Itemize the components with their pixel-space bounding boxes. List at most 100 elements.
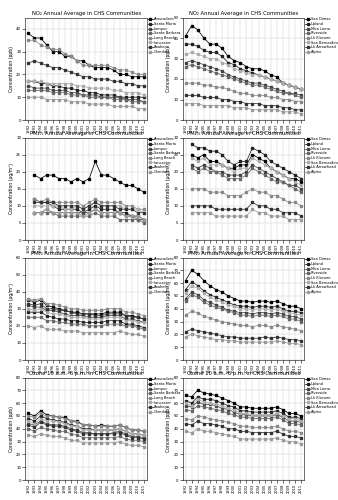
Glendora xyxy=(26,94,30,100)
Anaheim xyxy=(51,200,55,205)
Title: PM₂.₅ Annual Average in CHS Communities: PM₂.₅ Annual Average in CHS Communities xyxy=(30,132,143,136)
Santa Barbara xyxy=(39,424,43,430)
Lk Elsinore xyxy=(257,189,261,195)
Glendora xyxy=(93,101,97,107)
San Dimas xyxy=(220,162,224,168)
Long Beach xyxy=(118,67,122,73)
Alpine xyxy=(263,210,267,216)
Upland xyxy=(293,308,297,314)
Santa Barbara xyxy=(136,216,140,222)
San Bernardino xyxy=(226,302,230,308)
Lk Elsinore xyxy=(299,98,303,104)
Alpine xyxy=(238,339,242,345)
Santa Maria xyxy=(136,431,140,437)
San Bernardino xyxy=(293,311,297,317)
Long Beach xyxy=(45,413,49,419)
Alpine xyxy=(214,336,218,342)
Long Beach xyxy=(51,200,55,205)
Anaheim xyxy=(136,434,140,440)
Mira Loma xyxy=(287,182,291,188)
Atascadero xyxy=(118,179,122,185)
Santa Maria xyxy=(136,323,140,329)
Mira Loma xyxy=(220,405,224,411)
Mira Loma xyxy=(232,308,236,314)
Glendora xyxy=(105,210,110,216)
Upland xyxy=(196,43,200,49)
Anaheim xyxy=(57,64,61,70)
Riverside xyxy=(281,417,285,423)
Lompoc xyxy=(142,320,146,326)
Glendora xyxy=(81,99,85,105)
Santa Maria xyxy=(124,94,128,100)
Upland xyxy=(214,294,218,300)
Line: Lancaster: Lancaster xyxy=(27,308,145,324)
Riverside xyxy=(196,64,200,70)
Line: Santa Barbara: Santa Barbara xyxy=(27,426,145,443)
Mira Loma xyxy=(232,74,236,80)
Riverside xyxy=(214,304,218,310)
Santa Barbara xyxy=(142,438,146,444)
Legend: San Dimas, Upland, Mira Loma, Riverside, Lk Elsinore, San Bernardino, Lk Arrowhe: San Dimas, Upland, Mira Loma, Riverside,… xyxy=(306,18,338,54)
Line: Riverside: Riverside xyxy=(184,294,303,323)
Lancaster xyxy=(99,203,103,209)
Atascadero xyxy=(32,413,37,419)
Lk Elsinore xyxy=(287,200,291,205)
San Bernardino xyxy=(220,402,224,408)
Mira Loma xyxy=(202,297,206,303)
Y-axis label: Concentration (ppb): Concentration (ppb) xyxy=(166,46,171,92)
Alpine xyxy=(281,213,285,219)
Mira Loma xyxy=(208,402,212,407)
Riverside xyxy=(190,292,194,298)
Glendora xyxy=(26,432,30,438)
Lk Arrowhead xyxy=(226,96,230,102)
Atascadero xyxy=(32,299,37,305)
San Dimas xyxy=(244,404,248,410)
Lancaster xyxy=(99,427,103,433)
Line: San Dimas: San Dimas xyxy=(184,269,303,310)
Lk Elsinore xyxy=(208,82,212,88)
Long Beach xyxy=(69,306,73,312)
San Dimas xyxy=(208,282,212,288)
Upland xyxy=(238,303,242,309)
Mira Loma xyxy=(244,168,248,174)
Glendora xyxy=(69,328,73,334)
San Dimas xyxy=(232,165,236,171)
Long Beach xyxy=(69,200,73,205)
Long Beach xyxy=(130,309,134,315)
Lk Elsinore xyxy=(281,324,285,330)
San Dimas xyxy=(220,289,224,295)
Line: Anaheim: Anaheim xyxy=(33,201,145,214)
Legend: Atascadero, Santa Maria, Lompoc, Santa Barbara, Long Beach, Lancaster, Anaheim, : Atascadero, Santa Maria, Lompoc, Santa B… xyxy=(148,258,180,294)
Glendora xyxy=(130,213,134,219)
Santa Maria xyxy=(57,83,61,89)
Santa Barbara xyxy=(51,318,55,324)
Lancaster xyxy=(112,427,116,433)
San Bernardino xyxy=(190,402,194,408)
Atascadero xyxy=(75,309,79,315)
Atascadero xyxy=(112,423,116,429)
Anaheim xyxy=(99,431,103,437)
San Dimas xyxy=(202,35,206,41)
Santa Barbara xyxy=(81,321,85,327)
Line: Mira Loma: Mira Loma xyxy=(190,164,303,190)
Lancaster xyxy=(75,83,79,89)
Upland xyxy=(257,409,261,415)
Lompoc xyxy=(87,210,91,216)
Atascadero xyxy=(45,172,49,178)
Santa Maria xyxy=(39,413,43,419)
Atascadero xyxy=(51,413,55,419)
San Dimas xyxy=(293,84,297,90)
Lk Elsinore xyxy=(196,413,200,419)
Alpine xyxy=(196,210,200,216)
Santa Barbara xyxy=(45,426,49,432)
Riverside xyxy=(232,310,236,316)
Glendora xyxy=(39,210,43,216)
Long Beach xyxy=(105,62,110,68)
Santa Barbara xyxy=(112,434,116,440)
Lk Elsinore xyxy=(275,192,279,198)
Mira Loma xyxy=(275,176,279,182)
Lk Arrowhead xyxy=(287,104,291,110)
Long Beach xyxy=(136,311,140,317)
Santa Maria xyxy=(130,213,134,219)
Lompoc xyxy=(87,92,91,98)
